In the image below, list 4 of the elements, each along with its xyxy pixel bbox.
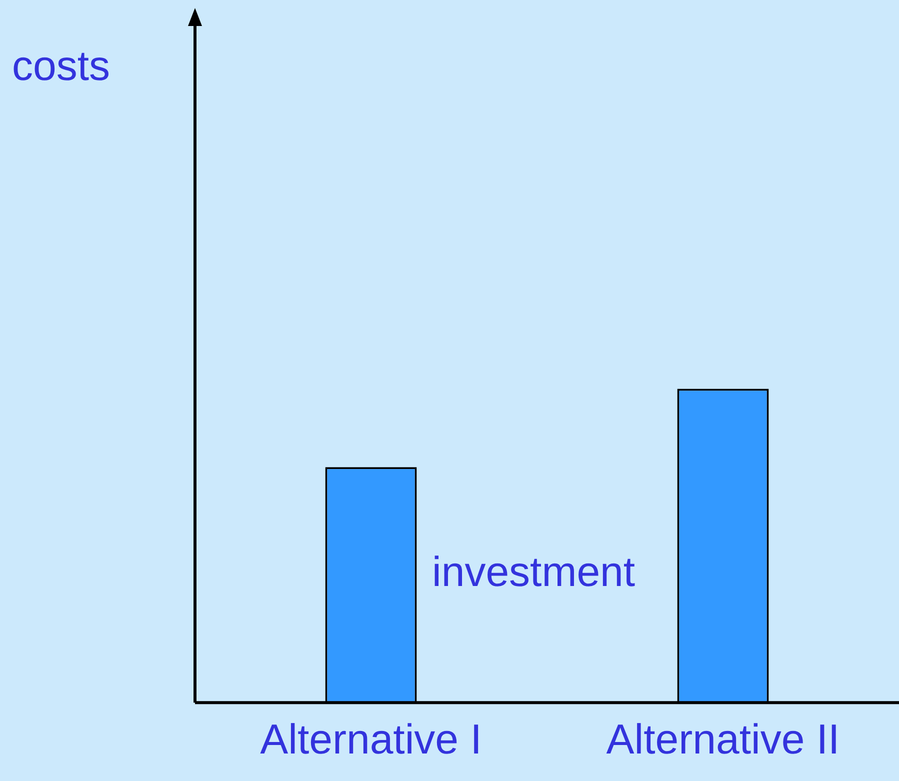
- text: costs: [12, 42, 110, 90]
- x-tick-label: Alternative II: [606, 715, 840, 762]
- annotation: investment: [432, 548, 636, 596]
- x-tick-label: Alternative I: [260, 715, 482, 762]
